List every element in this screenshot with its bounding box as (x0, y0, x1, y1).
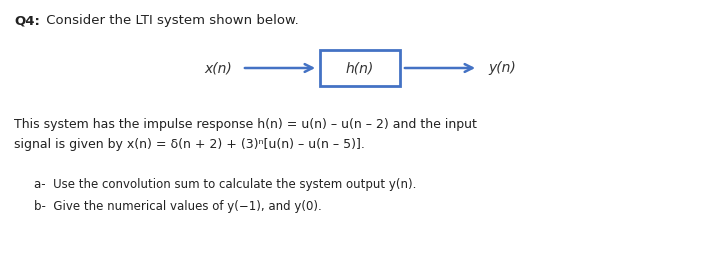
Text: x(n): x(n) (204, 61, 232, 75)
Text: Consider the LTI system shown below.: Consider the LTI system shown below. (42, 14, 299, 27)
Text: This system has the impulse response h(n) = u(n) – u(n – 2) and the input: This system has the impulse response h(n… (14, 118, 477, 131)
Text: b-  Give the numerical values of y(−1), and y(0).: b- Give the numerical values of y(−1), a… (34, 200, 322, 213)
Text: signal is given by x(n) = δ(n + 2) + (3)ⁿ[u(n) – u(n – 5)].: signal is given by x(n) = δ(n + 2) + (3)… (14, 138, 365, 151)
Text: y(n): y(n) (488, 61, 516, 75)
Text: Q4:: Q4: (14, 14, 40, 27)
Bar (320, 50, 400, 86)
Text: h(n): h(n) (346, 61, 374, 75)
Text: a-  Use the convolution sum to calculate the system output y(n).: a- Use the convolution sum to calculate … (34, 178, 416, 191)
